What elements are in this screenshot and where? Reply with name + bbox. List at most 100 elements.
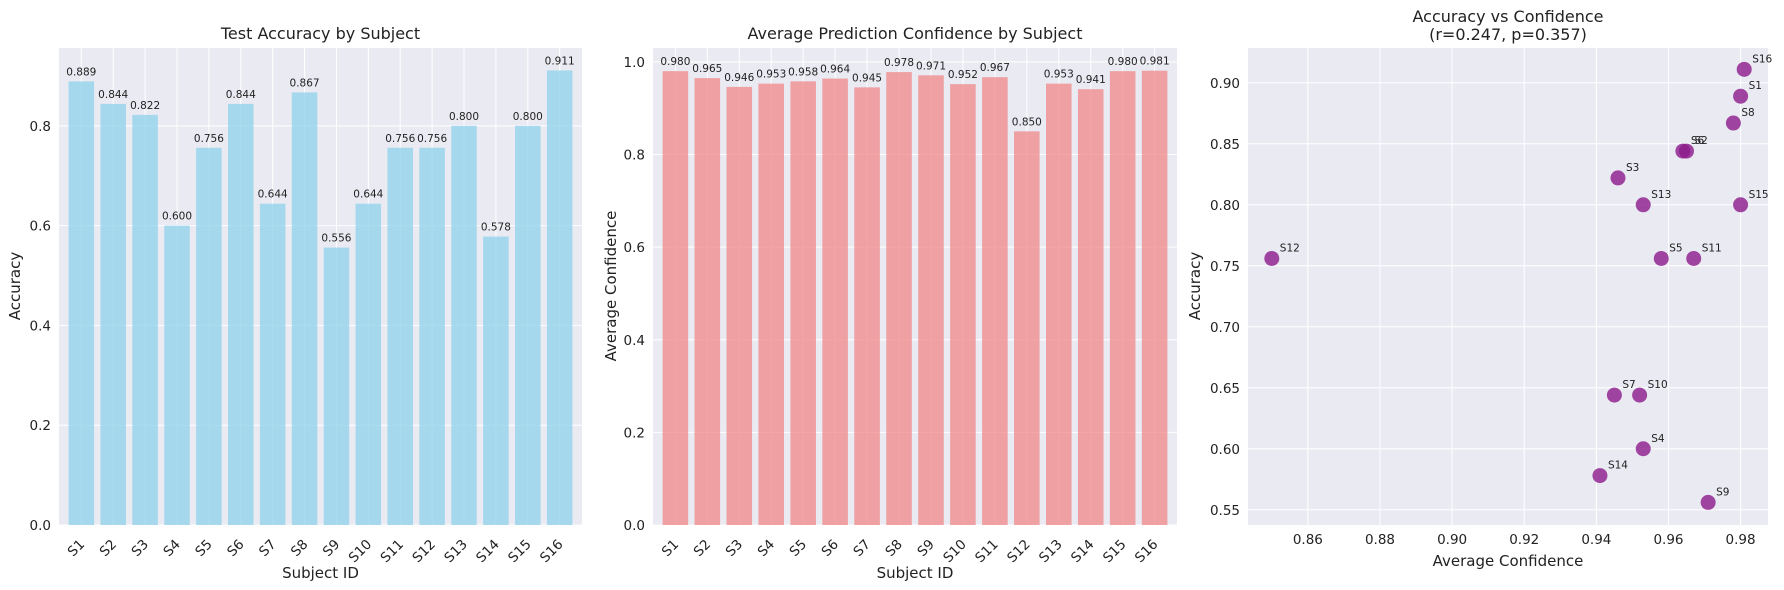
scatter-point-label: S9	[1716, 486, 1729, 498]
p1-bar	[291, 92, 318, 525]
p1-bar	[68, 81, 95, 525]
p1-ytick-label: 0.6	[30, 219, 51, 235]
p2-xtick-label: S6	[818, 537, 841, 560]
scatter-title: Accuracy vs Confidence	[1413, 7, 1604, 26]
scatter-ytick-label: 0.90	[1210, 76, 1240, 92]
p2-bar	[1046, 83, 1072, 525]
p1-xtick-label: S11	[378, 537, 408, 567]
scatter-ytick-label: 0.70	[1210, 320, 1240, 336]
p1-xtick-label: S1	[65, 537, 88, 560]
scatter-point	[1635, 197, 1651, 213]
p1-data-label: 0.800	[513, 111, 543, 123]
confidence-ylabel: Average Confidence	[602, 211, 620, 362]
p1-xtick-label: S8	[288, 537, 311, 560]
confidence-title: Average Prediction Confidence by Subject	[748, 24, 1083, 43]
scatter-ytick-label: 0.65	[1210, 381, 1240, 397]
scatter-point-label: S8	[1741, 107, 1754, 119]
p1-bar	[228, 103, 254, 525]
accuracy-ylabel: Accuracy	[6, 252, 24, 321]
p1-data-label: 0.822	[130, 100, 160, 112]
scatter-point-label: S12	[1280, 242, 1300, 254]
p1-data-label: 0.556	[321, 233, 351, 245]
p2-data-label: 0.981	[1140, 56, 1170, 68]
scatter-ytick-label: 0.80	[1210, 198, 1240, 214]
scatter-point	[1733, 197, 1749, 213]
scatter-point	[1264, 250, 1280, 266]
p1-data-label: 0.644	[258, 189, 288, 201]
scatter-ticks: 0.86 0.88 0.90 0.92 0.94 0.96 0.98 0.55 0.60 0.65…	[1210, 76, 1756, 548]
p1-ytick-label: 0.0	[30, 518, 51, 534]
scatter-plot-area	[1248, 48, 1768, 525]
p1-data-label: 0.756	[194, 133, 224, 145]
p1-xtick-label: S5	[192, 537, 215, 560]
p2-data-label: 0.980	[660, 56, 690, 68]
accuracy-vs-confidence-scatter: S1S2S3S4S5S6S7S8S9S10S11S12S13S14S15S16 …	[1186, 7, 1773, 570]
p2-bar	[950, 84, 976, 526]
scatter-point	[1592, 468, 1608, 484]
accuracy-xlabel: Subject ID	[282, 564, 359, 582]
p1-bar	[355, 203, 382, 525]
accuracy-bars: 0.8890.8440.8220.6000.7560.8440.6440.867…	[66, 55, 575, 525]
scatter-ylabel: Accuracy	[1186, 252, 1204, 321]
p2-xtick-label: S10	[940, 537, 970, 567]
scatter-ytick-label: 0.60	[1210, 442, 1240, 458]
p1-xtick-label: S16	[537, 537, 567, 567]
scatter-points: S1 S2 S3 S4 S5 S6 S7 S8 S9 S10 S11 S12 S13 S14 S15 S16	[1264, 53, 1773, 510]
p2-bar	[662, 71, 689, 526]
p1-xtick-label: S15	[505, 537, 535, 567]
p2-data-label: 0.953	[756, 69, 786, 81]
scatter-point	[1736, 61, 1752, 77]
p1-bar	[323, 247, 350, 525]
scatter-point-label: S10	[1648, 379, 1668, 391]
confidence-xlabel: Subject ID	[877, 564, 954, 582]
p2-data-label: 0.941	[1076, 74, 1106, 86]
scatter-point	[1610, 170, 1626, 186]
p1-xtick-label: S10	[346, 537, 376, 567]
scatter-xtick-label: 0.96	[1653, 532, 1683, 548]
scatter-point	[1632, 387, 1648, 403]
p1-data-label: 0.800	[449, 111, 479, 123]
p2-bar	[1109, 71, 1136, 526]
p1-bar	[387, 147, 413, 525]
scatter-point-label: S15	[1749, 189, 1769, 201]
p1-bar	[196, 147, 222, 525]
p2-ytick-label: 1.0	[624, 55, 645, 71]
scatter-point	[1635, 441, 1651, 457]
p2-xtick-label: S2	[691, 537, 714, 560]
scatter-xtick-label: 0.86	[1293, 532, 1323, 548]
p1-bar	[546, 70, 573, 525]
scatter-point-label: S5	[1669, 242, 1682, 254]
p2-bar	[918, 75, 944, 525]
scatter-point	[1700, 494, 1716, 510]
p2-xtick-label: S14	[1068, 537, 1098, 567]
scatter-point-label: S4	[1651, 433, 1665, 445]
p2-xtick-label: S11	[972, 537, 1002, 567]
p2-bar	[982, 77, 1008, 526]
p1-data-label: 0.844	[98, 89, 128, 101]
p1-data-label: 0.889	[66, 66, 96, 78]
p2-data-label: 0.967	[980, 62, 1010, 74]
scatter-point	[1725, 115, 1741, 131]
p2-ytick-label: 0.8	[624, 148, 645, 164]
p2-data-label: 0.850	[1012, 116, 1042, 128]
p2-ytick-label: 0.6	[624, 240, 645, 256]
p2-data-label: 0.958	[788, 66, 818, 78]
p1-bar	[483, 236, 509, 525]
scatter-xtick-label: 0.90	[1437, 532, 1467, 548]
p2-ytick-label: 0.2	[624, 425, 645, 441]
accuracy-bar-chart: 0.8890.8440.8220.6000.7560.8440.6440.867…	[6, 24, 582, 582]
scatter-xtick-label: 0.98	[1726, 532, 1756, 548]
p2-bar	[758, 83, 784, 525]
p2-xtick-label: S13	[1036, 537, 1066, 567]
scatter-point-label: S11	[1702, 242, 1722, 254]
scatter-point	[1606, 387, 1622, 403]
p1-xtick-label: S4	[160, 537, 183, 560]
p2-xtick-label: S8	[882, 537, 905, 560]
p2-data-label: 0.978	[884, 57, 914, 69]
accuracy-title: Test Accuracy by Subject	[220, 24, 420, 43]
p1-data-label: 0.756	[417, 133, 447, 145]
p2-xtick-label: S7	[850, 537, 873, 560]
p1-bar	[419, 147, 445, 525]
p2-data-label: 0.980	[1108, 56, 1138, 68]
